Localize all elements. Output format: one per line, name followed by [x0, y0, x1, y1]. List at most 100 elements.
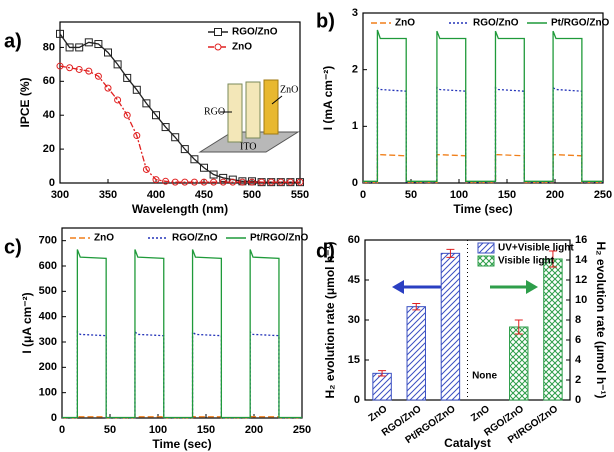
arrowhead: [392, 280, 404, 294]
marker: [104, 84, 112, 92]
bar: [509, 326, 529, 401]
marker: [267, 178, 275, 186]
marker: [296, 178, 304, 186]
y-tick-label: 45: [348, 274, 360, 286]
marker: [210, 178, 218, 186]
legend-label: RGO/ZnO: [232, 27, 278, 38]
legend-label: ZnO: [94, 233, 114, 244]
marker: [75, 43, 84, 52]
series-line: [62, 249, 302, 419]
y-tick-label: 2: [352, 64, 358, 76]
x-tick-label: ZnO: [367, 403, 390, 424]
error-bar: [548, 250, 557, 268]
series-line: [363, 29, 603, 182]
marker: [162, 177, 170, 185]
panel-label: c): [4, 236, 22, 258]
x-tick-label: 50: [405, 189, 417, 201]
x-axis-label: Time (sec): [152, 437, 211, 451]
legend-label: RGO/ZnO: [172, 233, 218, 244]
y2-tick-label: 4: [575, 354, 582, 366]
x-tick-label: 350: [99, 189, 117, 201]
y-tick-label: 1: [352, 120, 358, 132]
marker: [161, 123, 170, 132]
marker: [209, 170, 218, 179]
y2-tick-label: 14: [575, 254, 588, 266]
marker: [123, 111, 131, 119]
marker: [219, 178, 227, 186]
legend-label: UV+Visible light: [498, 243, 574, 254]
zno-rod: [263, 79, 279, 135]
x-tick-label: 200: [546, 189, 564, 201]
legend-swatch: [477, 242, 495, 254]
error-bar: [514, 319, 523, 335]
y-tick-label: 300: [39, 336, 57, 348]
annotation: None: [472, 371, 497, 382]
x-tick-label: 500: [243, 189, 261, 201]
rgo-rod: [245, 81, 261, 139]
marker: [142, 165, 150, 173]
marker: [133, 132, 141, 140]
legend-label: RGO/ZnO: [473, 18, 519, 29]
y2-tick-label: 0: [575, 394, 581, 406]
y-axis-label: I (μA cm⁻²): [20, 292, 34, 353]
y2-tick-label: 16: [575, 234, 587, 246]
legend-marker: [214, 28, 222, 36]
series-line: [363, 154, 603, 184]
x-tick-label: 450: [195, 189, 213, 201]
marker: [56, 62, 64, 70]
y-tick-label: 20: [43, 143, 55, 155]
y-tick-label: 200: [39, 361, 57, 373]
y-tick-label: 80: [43, 41, 55, 53]
error-bar: [412, 302, 421, 311]
y-tick-label: 3: [352, 7, 358, 19]
marker: [94, 72, 102, 80]
rgo-rod: [227, 83, 243, 143]
x-tick-label: 100: [149, 424, 167, 436]
arrowhead: [526, 280, 538, 294]
y-tick-label: 100: [39, 387, 57, 399]
marker: [181, 178, 189, 186]
y2-tick-label: 2: [575, 374, 581, 386]
x-tick-label: 0: [59, 424, 65, 436]
annotation: RGO: [204, 106, 225, 117]
y2-tick-label: 12: [575, 274, 587, 286]
y-axis-label: H₂ evolution rate (μmol h⁻¹): [323, 241, 337, 398]
marker: [200, 163, 208, 172]
marker: [238, 178, 246, 186]
marker: [171, 133, 180, 142]
annotation: ITO: [240, 141, 256, 152]
y-tick-label: 500: [39, 285, 57, 297]
legend-label: ZnO: [395, 18, 415, 29]
x-tick-label: 50: [104, 424, 116, 436]
marker: [123, 73, 132, 82]
legend-marker: [214, 43, 222, 51]
y-tick-label: 0: [49, 177, 55, 189]
y-tick-label: 60: [43, 75, 55, 87]
x-axis-label: Catalyst: [444, 436, 491, 450]
x-tick-label: 200: [245, 424, 263, 436]
y-tick-label: 40: [43, 109, 55, 121]
marker: [56, 29, 64, 38]
marker: [94, 40, 103, 49]
marker: [66, 64, 74, 72]
x-tick-label: 0: [360, 189, 366, 201]
x-tick-label: ZnO: [469, 403, 492, 424]
marker: [190, 178, 198, 186]
y-tick-label: 15: [348, 354, 360, 366]
x-tick-label: 100: [450, 189, 468, 201]
legend-swatch: [477, 255, 495, 267]
x-tick-label: 250: [293, 424, 311, 436]
error-bar: [378, 370, 387, 377]
y-tick-label: 600: [39, 260, 57, 272]
pointer: [271, 95, 283, 105]
marker: [65, 43, 74, 52]
x-axis-label: Time (sec): [453, 202, 512, 216]
marker: [258, 178, 266, 186]
x-tick-label: 400: [147, 189, 165, 201]
legend-label: Pt/RGO/ZnO: [551, 18, 610, 29]
legend-label: Pt/RGO/ZnO: [250, 233, 309, 244]
marker: [229, 178, 237, 186]
marker: [248, 178, 256, 186]
error-bar: [446, 248, 455, 258]
